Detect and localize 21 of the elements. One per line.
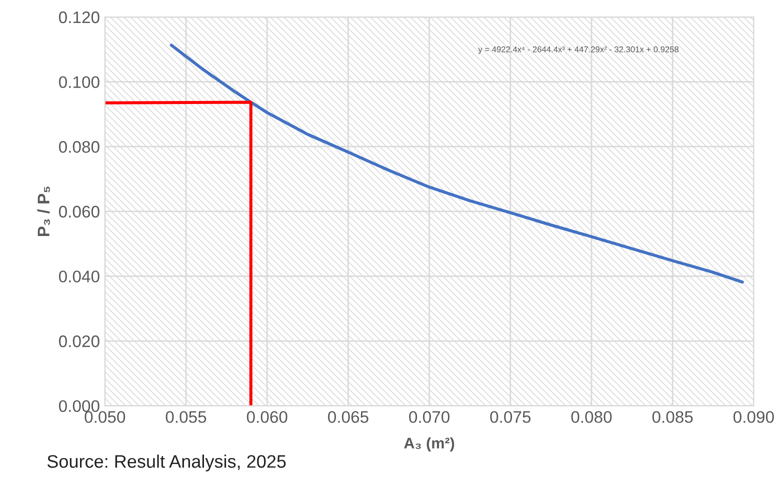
y-axis-title: P₃ / P₅ <box>37 186 50 236</box>
line-series <box>170 44 744 284</box>
y-tick-label: 0.120 <box>58 11 100 24</box>
y-tick-label: 0.100 <box>58 76 100 88</box>
x-tick-label: 0.065 <box>328 411 368 423</box>
y-tick-label: 0.060 <box>58 206 100 218</box>
y-tick-label: 0.000 <box>58 400 100 412</box>
x-axis-title: A₃ (m²) <box>404 437 454 452</box>
x-tick-label: 0.075 <box>490 411 531 423</box>
x-tick-label: 0.050 <box>84 411 126 423</box>
y-tick-label: 0.020 <box>58 335 100 348</box>
y-tick-label: 0.040 <box>58 270 100 282</box>
x-tick-label: 0.080 <box>571 411 612 423</box>
x-tick-label: 0.055 <box>166 411 206 423</box>
annotation: y = 4922.4x⁴ - 2644.4x³ + 447.29x² - 32.301x + 0.9258 <box>478 46 679 54</box>
source-note: Source: Result Analysis, 2025 <box>47 454 286 472</box>
x-tick-label: 0.090 <box>733 411 774 423</box>
x-tick-label: 0.070 <box>409 411 450 423</box>
y-tick-label: 0.080 <box>58 141 100 153</box>
x-tick-label: 0.085 <box>652 411 693 423</box>
x-tick-label: 0.060 <box>246 411 288 423</box>
